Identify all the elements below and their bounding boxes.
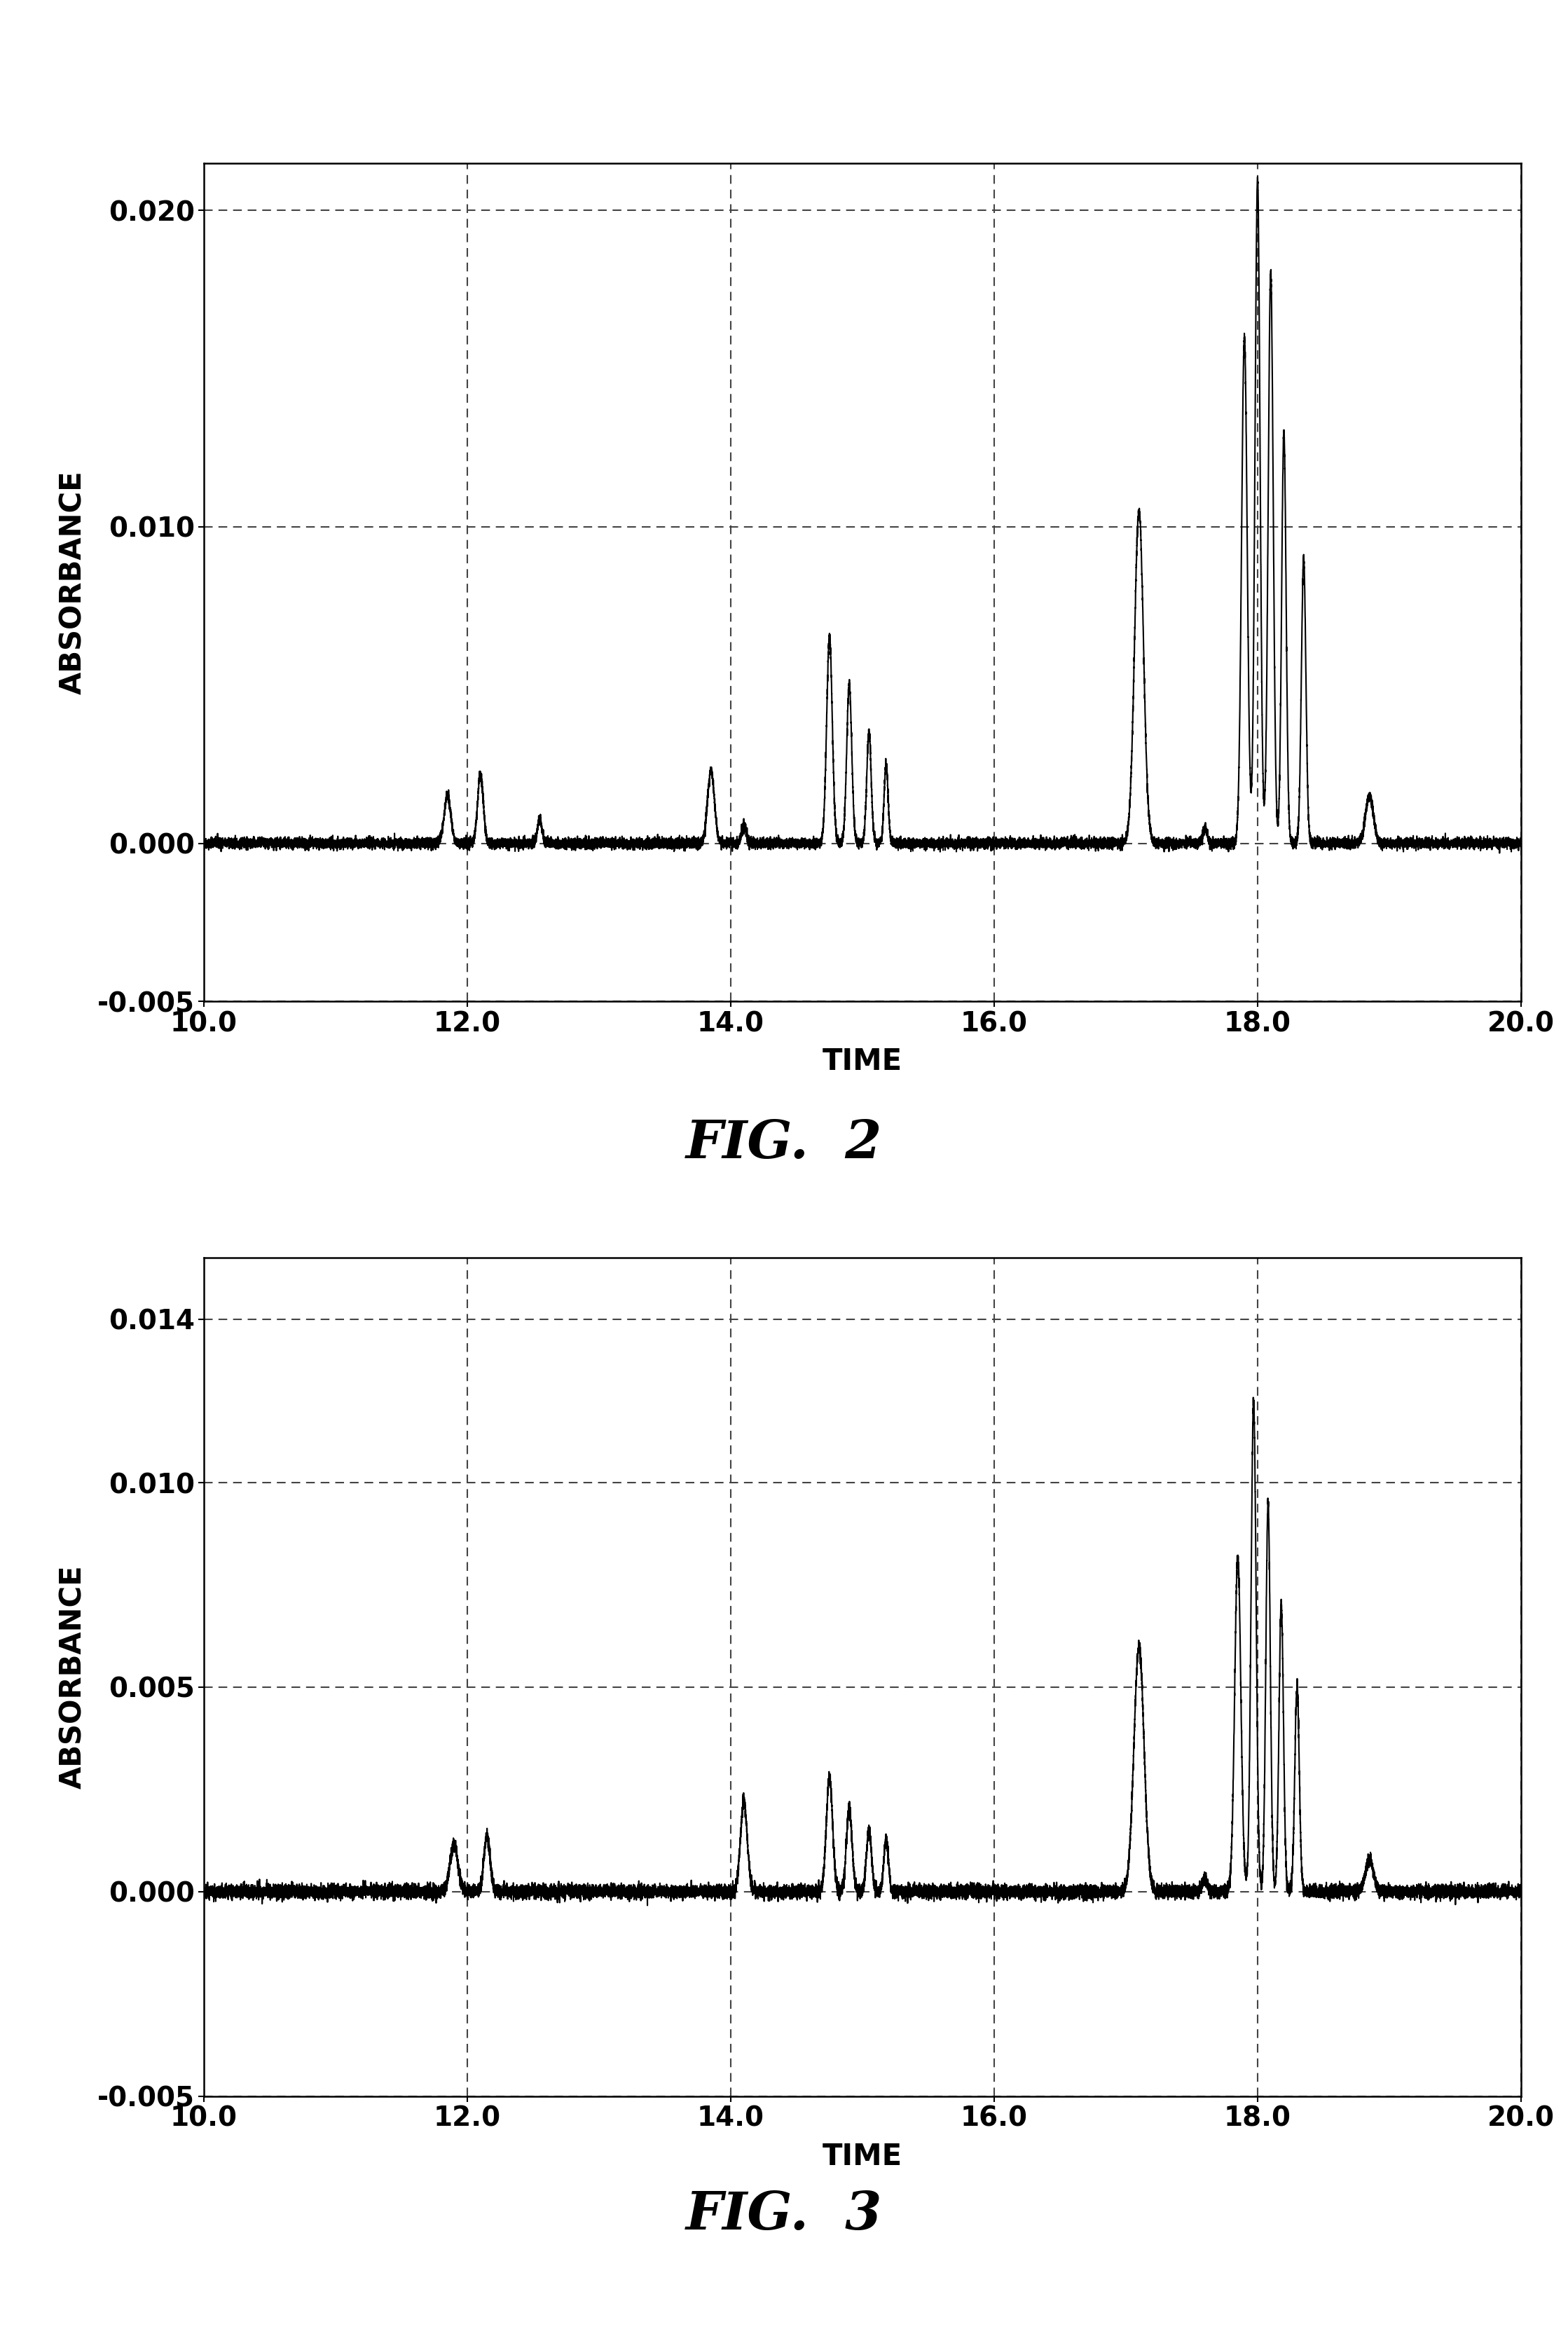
Text: FIG.  2: FIG. 2 [685,1118,883,1169]
Y-axis label: ABSORBANCE: ABSORBANCE [58,1565,88,1789]
X-axis label: TIME: TIME [823,1048,902,1076]
Y-axis label: ABSORBANCE: ABSORBANCE [58,470,88,694]
Text: FIG.  3: FIG. 3 [685,2189,883,2240]
X-axis label: TIME: TIME [823,2143,902,2171]
